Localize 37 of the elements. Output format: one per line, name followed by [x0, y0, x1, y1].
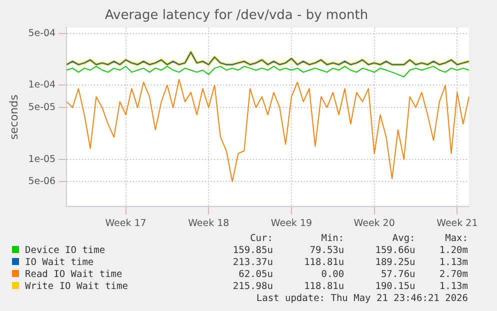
text: 118.81u — [303, 281, 346, 293]
text: 2.70m — [438, 269, 469, 281]
legend-label: Read IO Wait time — [24, 269, 124, 281]
text: 1.13m — [438, 281, 469, 293]
text: 159.66u — [374, 245, 416, 257]
text: Min: — [320, 233, 346, 245]
x-tick-label: Week 17 — [105, 218, 146, 229]
text: 215.98u — [232, 281, 274, 293]
y-tick-label: 5e-04 — [28, 28, 56, 39]
text: 1.20m — [438, 245, 469, 257]
y-tick-label: 1e-05 — [28, 154, 56, 165]
y-tick-label: 5e-06 — [28, 176, 56, 188]
text: 213.37u — [232, 257, 274, 269]
text: 62.05u — [238, 269, 274, 281]
text: Avg: — [391, 233, 416, 245]
y-axis-title: seconds — [7, 94, 20, 140]
legend-label: Write IO Wait time — [24, 281, 129, 293]
x-tick-label: Week 21 — [436, 218, 478, 229]
x-tick-label: Week 19 — [270, 218, 312, 229]
chart-title: Average latency for /dev/vda - by month — [104, 8, 368, 24]
text: 190.15u — [374, 281, 416, 293]
text: 159.85u — [232, 245, 274, 257]
legend-label: IO Wait time — [24, 257, 95, 269]
x-tick-label: Week 18 — [188, 218, 230, 229]
text: Cur: — [249, 233, 274, 245]
text: Last update: Thu May 21 23:46:21 2026 — [255, 293, 469, 305]
text: 118.81u — [303, 257, 346, 269]
text: 1.13m — [438, 257, 469, 269]
text: 189.25u — [374, 257, 416, 269]
y-tick-label: 5e-05 — [28, 102, 56, 114]
text: Max: — [444, 233, 469, 245]
x-tick-label: Week 20 — [354, 218, 395, 229]
legend-label: Device IO time — [24, 245, 106, 257]
text: 0.00 — [320, 269, 346, 281]
text: 57.76u — [380, 269, 416, 281]
y-tick-label: 1e-04 — [28, 80, 56, 91]
text: 79.53u — [308, 245, 346, 257]
